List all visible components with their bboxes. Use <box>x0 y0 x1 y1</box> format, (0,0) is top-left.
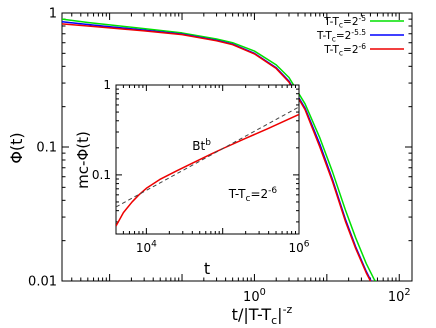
inset-tick-labels: 104 106 1 0.1 <box>92 78 310 255</box>
legend: T-Tc=2-5 T-Tc=2-5.5 T-Tc=2-6 <box>316 14 404 58</box>
legend-label-1: T-Tc=2-5 <box>323 14 366 30</box>
main-tick-marks <box>62 12 412 282</box>
main-tick-labels: 100 102 1 0.1 0.01 <box>28 7 411 305</box>
legend-entry-3: T-Tc=2-6 <box>323 42 404 58</box>
x-tick-label-2: 102 <box>388 287 411 305</box>
y-tick-label-2: 0.1 <box>36 141 57 156</box>
y-tick-label-1: 1 <box>49 7 57 22</box>
inset-tick-marks <box>115 84 300 234</box>
y-tick-label-2: 0.1 <box>92 168 111 182</box>
inset-chart: 104 106 1 0.1 mᴄ-Φ(t) t Btb T-Tc=2-6 <box>74 78 310 278</box>
inset-plot-frame <box>115 84 300 235</box>
inset-annotation-temperature: T-Tc=2-6 <box>228 186 278 204</box>
x-tick-label-2: 106 <box>288 240 309 255</box>
legend-label-2: T-Tc=2-5.5 <box>316 28 366 44</box>
legend-entry-2: T-Tc=2-5.5 <box>316 28 404 44</box>
main-x-axis-label: t/|T-Tc|-z <box>232 303 293 327</box>
legend-label-3: T-Tc=2-6 <box>323 42 366 58</box>
x-tick-label-1: 104 <box>136 240 157 255</box>
main-series-lines <box>62 18 377 281</box>
inset-y-axis-label: mᴄ-Φ(t) <box>74 131 92 189</box>
inset-x-axis-label: t <box>204 259 210 278</box>
legend-entry-1: T-Tc=2-5 <box>323 14 404 30</box>
y-tick-label-3: 0.01 <box>28 275 57 290</box>
main-y-axis-label: Φ(t) <box>7 132 26 163</box>
inset-series-lines <box>116 106 299 227</box>
series-line-1 <box>62 18 377 281</box>
y-tick-label-1: 1 <box>103 78 111 92</box>
inset-annotation-fit: Btb <box>192 138 211 153</box>
x-tick-label-1: 100 <box>243 287 266 305</box>
series-line-1 <box>116 113 299 227</box>
series-line-3 <box>62 23 372 281</box>
